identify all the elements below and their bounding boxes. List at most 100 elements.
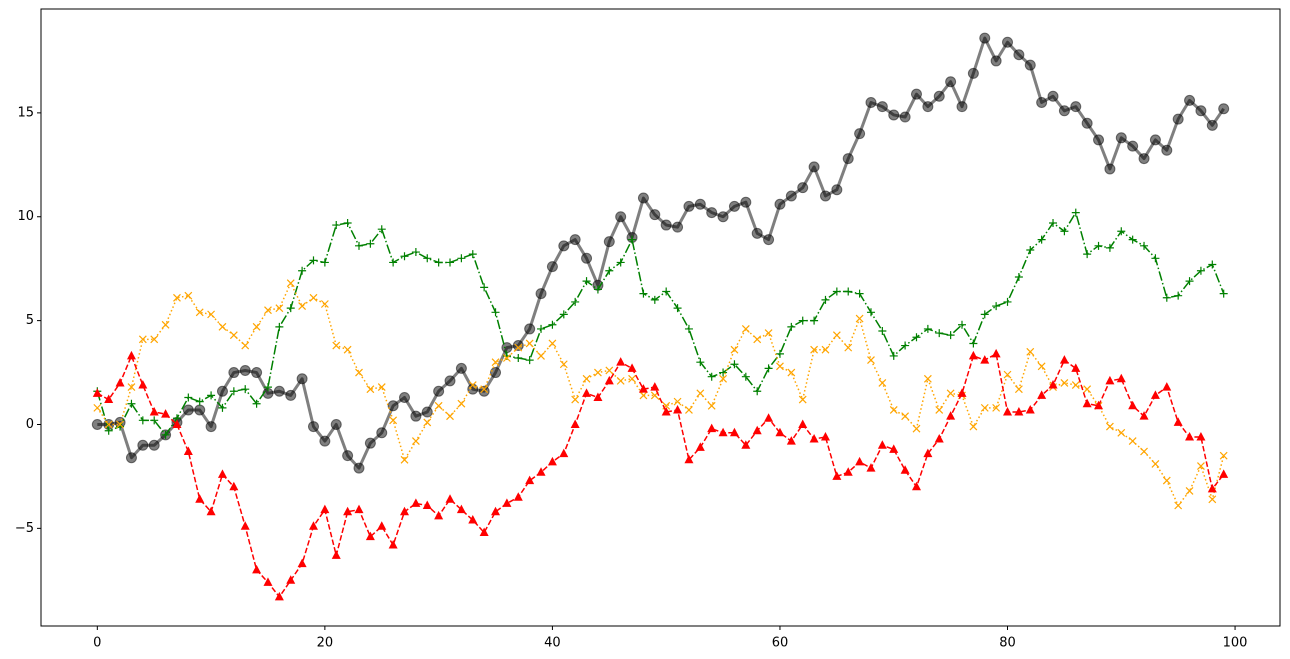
- marker: [605, 366, 614, 375]
- marker: [1173, 417, 1183, 426]
- marker: [1196, 431, 1206, 441]
- marker: [514, 354, 523, 363]
- marker: [1139, 411, 1149, 420]
- marker: [923, 448, 933, 458]
- marker: [1104, 163, 1116, 175]
- marker: [387, 400, 399, 412]
- marker: [661, 407, 671, 416]
- marker: [775, 349, 784, 358]
- marker: [491, 308, 500, 317]
- marker: [400, 455, 409, 464]
- marker: [559, 448, 569, 458]
- marker: [273, 385, 285, 397]
- marker: [832, 471, 842, 480]
- marker: [1071, 363, 1081, 372]
- marker: [1219, 289, 1228, 298]
- marker: [877, 440, 887, 449]
- marker: [923, 374, 932, 383]
- marker: [559, 360, 568, 369]
- marker: [946, 331, 955, 340]
- marker: [1003, 407, 1013, 416]
- marker: [1013, 49, 1025, 61]
- x-tick-label: 60: [772, 636, 789, 651]
- marker: [343, 218, 352, 227]
- marker: [513, 492, 523, 501]
- marker: [207, 310, 216, 319]
- marker: [330, 418, 342, 430]
- marker: [320, 504, 330, 514]
- marker: [241, 341, 250, 350]
- marker: [195, 308, 204, 317]
- marker: [1014, 272, 1023, 281]
- marker: [137, 439, 149, 451]
- marker: [455, 362, 467, 374]
- marker: [719, 368, 728, 377]
- marker: [797, 182, 809, 194]
- marker: [740, 196, 752, 208]
- marker: [719, 374, 728, 383]
- marker: [775, 427, 785, 437]
- x-tick-label: 40: [544, 636, 561, 651]
- marker: [753, 387, 762, 396]
- marker: [1128, 400, 1138, 410]
- marker: [480, 385, 489, 394]
- series: [91, 32, 1230, 474]
- marker: [1049, 218, 1058, 227]
- marker: [411, 248, 420, 257]
- marker: [876, 101, 888, 113]
- marker: [206, 506, 216, 516]
- marker: [593, 392, 603, 401]
- marker: [285, 389, 297, 401]
- marker: [126, 350, 136, 360]
- marker: [365, 531, 375, 541]
- marker: [673, 404, 683, 414]
- y-tick-label: 15: [17, 105, 34, 120]
- x-tick-label: 100: [1223, 636, 1248, 651]
- marker: [298, 266, 307, 275]
- marker: [1071, 381, 1080, 389]
- marker: [628, 235, 637, 244]
- plot-frame: [40, 8, 1281, 627]
- marker: [1185, 277, 1194, 286]
- y-tick-label: 10: [17, 209, 34, 224]
- marker: [798, 316, 807, 325]
- marker: [377, 521, 387, 530]
- marker: [525, 475, 535, 485]
- marker: [478, 385, 490, 397]
- marker: [388, 539, 398, 549]
- marker: [616, 376, 625, 385]
- marker: [1127, 140, 1139, 152]
- series-line: [96, 211, 1225, 436]
- marker: [889, 351, 898, 360]
- marker: [342, 450, 354, 462]
- marker: [843, 467, 853, 476]
- marker: [1117, 428, 1126, 437]
- marker: [649, 209, 661, 221]
- marker: [569, 234, 581, 246]
- marker: [1219, 451, 1228, 460]
- marker: [1161, 144, 1173, 156]
- marker: [603, 236, 615, 248]
- marker: [1197, 462, 1205, 470]
- series-line: [96, 353, 1225, 598]
- marker: [672, 221, 684, 233]
- marker: [581, 252, 593, 264]
- marker: [1037, 390, 1047, 399]
- marker: [616, 258, 625, 267]
- marker: [161, 320, 170, 329]
- marker: [1117, 227, 1126, 236]
- marker: [752, 425, 762, 435]
- marker: [184, 393, 193, 402]
- marker: [866, 463, 876, 472]
- marker: [866, 308, 875, 317]
- marker: [309, 256, 318, 265]
- marker: [673, 304, 682, 313]
- marker: [104, 420, 113, 429]
- marker: [935, 406, 944, 414]
- marker: [364, 437, 376, 449]
- marker: [1150, 390, 1160, 399]
- marker: [741, 325, 750, 333]
- marker: [217, 469, 227, 478]
- marker: [764, 413, 774, 422]
- marker: [1047, 90, 1059, 102]
